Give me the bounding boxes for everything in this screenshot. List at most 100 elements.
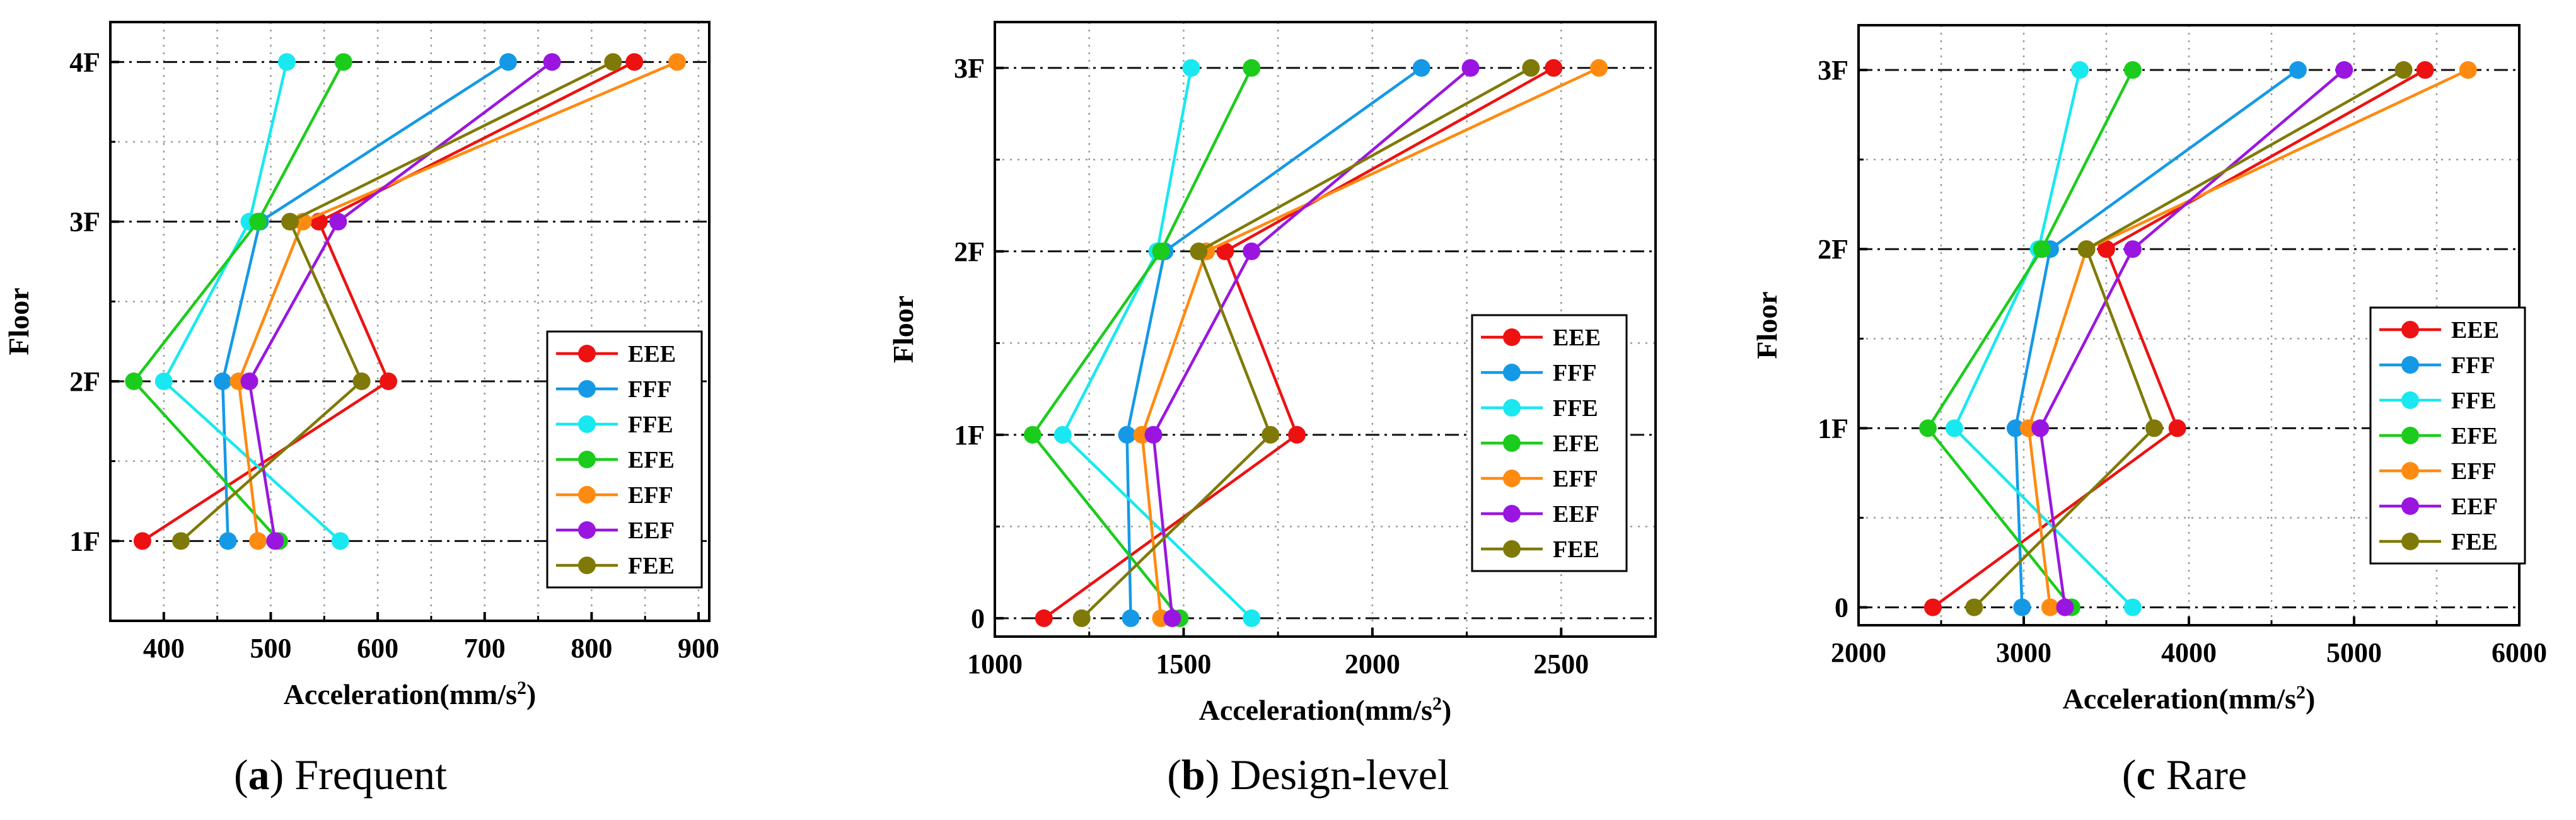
caption-letter: c bbox=[2137, 751, 2155, 799]
x-tick-label: 500 bbox=[250, 633, 291, 664]
legend-marker-fee bbox=[578, 557, 596, 574]
data-point-efe bbox=[2123, 61, 2142, 79]
caption-letter: a bbox=[248, 751, 270, 799]
y-tick-label: 2F bbox=[954, 236, 985, 267]
chart-panel-3: 2000 3000 4000 5000 6000 0 1F 2F 3F Acceleration(… bbox=[1751, 24, 2547, 799]
x-tick-label: 4000 bbox=[2161, 637, 2217, 668]
data-point-eee bbox=[1216, 242, 1234, 260]
y-tick-label: 1F bbox=[954, 420, 985, 451]
data-point-ffe bbox=[2071, 61, 2089, 79]
data-point-eee bbox=[625, 53, 644, 71]
data-point-eee bbox=[380, 372, 398, 390]
series-line-eef bbox=[1152, 67, 1472, 619]
data-point-fee bbox=[2077, 240, 2096, 258]
legend-label-fff: FFF bbox=[628, 376, 672, 403]
legend-marker-ffe bbox=[1503, 399, 1521, 417]
series-line-eee bbox=[1932, 69, 2426, 609]
legend-label-ffe: FFE bbox=[1553, 395, 1598, 422]
panel-caption: (a) Frequent bbox=[234, 751, 447, 799]
plot-frame bbox=[994, 21, 1657, 638]
x-axis-title-main: Acceleration(mm/s bbox=[284, 678, 517, 710]
data-point-eff bbox=[668, 53, 687, 71]
data-point-efe bbox=[1023, 425, 1041, 444]
legend-label-eff: EFF bbox=[2451, 458, 2497, 485]
legend: EEE FFF FFE EFE EFF EEF FEE bbox=[2369, 306, 2526, 565]
legend-marker-fff bbox=[2401, 356, 2419, 374]
x-tick-label: 1000 bbox=[967, 649, 1023, 679]
x-tick-label: 5000 bbox=[2326, 637, 2382, 668]
legend-label-fff: FFF bbox=[1553, 360, 1597, 386]
x-tick-label: 600 bbox=[357, 633, 398, 664]
x-tick-label: 700 bbox=[464, 633, 506, 664]
legend-marker-eef bbox=[2401, 497, 2419, 515]
series-line-eef bbox=[2038, 69, 2345, 608]
legend-label-eff: EFF bbox=[628, 482, 673, 509]
data-point-fff bbox=[2289, 61, 2307, 79]
chart-panel-1: 400 500 600 700 800 900 1F 2F 3F 4F Acceleration(m… bbox=[3, 21, 719, 799]
x-axis-title-superscript: 2 bbox=[517, 678, 526, 698]
panel-caption: (b) Design-level bbox=[1167, 751, 1449, 799]
legend-marker-eff bbox=[578, 486, 596, 504]
legend-label-efe: EFE bbox=[628, 447, 675, 473]
data-point-eee bbox=[2097, 240, 2115, 258]
legend-marker-eff bbox=[1503, 470, 1521, 487]
series-line-ffe bbox=[1952, 69, 2134, 609]
data-point-fee bbox=[604, 53, 622, 71]
series-fee bbox=[171, 53, 622, 550]
y-tick-label: 2F bbox=[69, 366, 100, 397]
legend-marker-eee bbox=[578, 345, 596, 362]
plot-frame bbox=[109, 21, 711, 622]
caption-text: ) Design-level bbox=[1205, 751, 1449, 799]
data-point-fee bbox=[281, 212, 299, 231]
data-point-ffe bbox=[331, 532, 349, 550]
data-point-eef bbox=[543, 53, 561, 71]
legend-marker-ffe bbox=[578, 415, 596, 433]
y-tick-label: 1F bbox=[1818, 413, 1848, 444]
data-point-fff bbox=[2013, 598, 2031, 616]
legend: EEE FFF FFE EFE EFF EEF FEE bbox=[546, 330, 703, 589]
data-point-eef bbox=[2335, 61, 2353, 79]
series-eef bbox=[240, 53, 561, 550]
legend-label-eee: EEE bbox=[2451, 317, 2499, 344]
caption-letter: b bbox=[1181, 751, 1205, 799]
x-tick-label: 2000 bbox=[1345, 649, 1400, 679]
data-point-efe bbox=[1919, 419, 1937, 437]
legend-label-efe: EFE bbox=[2451, 423, 2498, 449]
series-line-ffe bbox=[1061, 67, 1253, 620]
legend-marker-eef bbox=[578, 521, 596, 539]
y-tick-label: 3F bbox=[69, 207, 100, 238]
x-axis-title-close: ) bbox=[1442, 694, 1451, 726]
data-point-eee bbox=[1035, 609, 1053, 627]
x-axis-title-superscript: 2 bbox=[2296, 682, 2306, 703]
data-point-eef bbox=[1243, 242, 1261, 260]
series-line-efe bbox=[1926, 69, 2134, 609]
data-point-eee bbox=[2168, 419, 2186, 437]
legend-label-eff: EFF bbox=[1553, 466, 1598, 492]
data-point-eee bbox=[1545, 59, 1563, 77]
series-line-fee bbox=[1081, 66, 1532, 620]
y-tick-label: 0 bbox=[971, 603, 985, 634]
legend-marker-eee bbox=[1503, 328, 1521, 346]
data-point-efe bbox=[2033, 240, 2051, 258]
series-line-efe bbox=[132, 61, 345, 542]
x-axis-title: Acceleration(mm/s2) bbox=[284, 678, 537, 711]
data-point-ffe bbox=[277, 53, 296, 71]
legend: EEE FFF FFE EFE EFF EEF FEE bbox=[1471, 314, 1628, 572]
y-tick-label: 2F bbox=[1818, 234, 1848, 265]
series-ffe bbox=[1945, 61, 2142, 616]
series-fff bbox=[1118, 59, 1430, 627]
data-point-eef bbox=[240, 372, 258, 390]
x-axis-title-close: ) bbox=[2306, 683, 2315, 715]
legend-marker-ffe bbox=[2401, 391, 2419, 409]
data-point-efe bbox=[249, 212, 267, 231]
series-line-eef bbox=[248, 61, 553, 541]
series-line-fff bbox=[1125, 66, 1423, 618]
panel-caption: (c Rare bbox=[2122, 751, 2247, 799]
data-point-fff bbox=[2006, 419, 2024, 437]
data-point-eef bbox=[329, 212, 347, 231]
data-point-fff bbox=[219, 532, 237, 550]
data-point-fee bbox=[171, 532, 190, 550]
data-point-eef bbox=[1144, 425, 1163, 444]
series-eee bbox=[1035, 59, 1563, 627]
